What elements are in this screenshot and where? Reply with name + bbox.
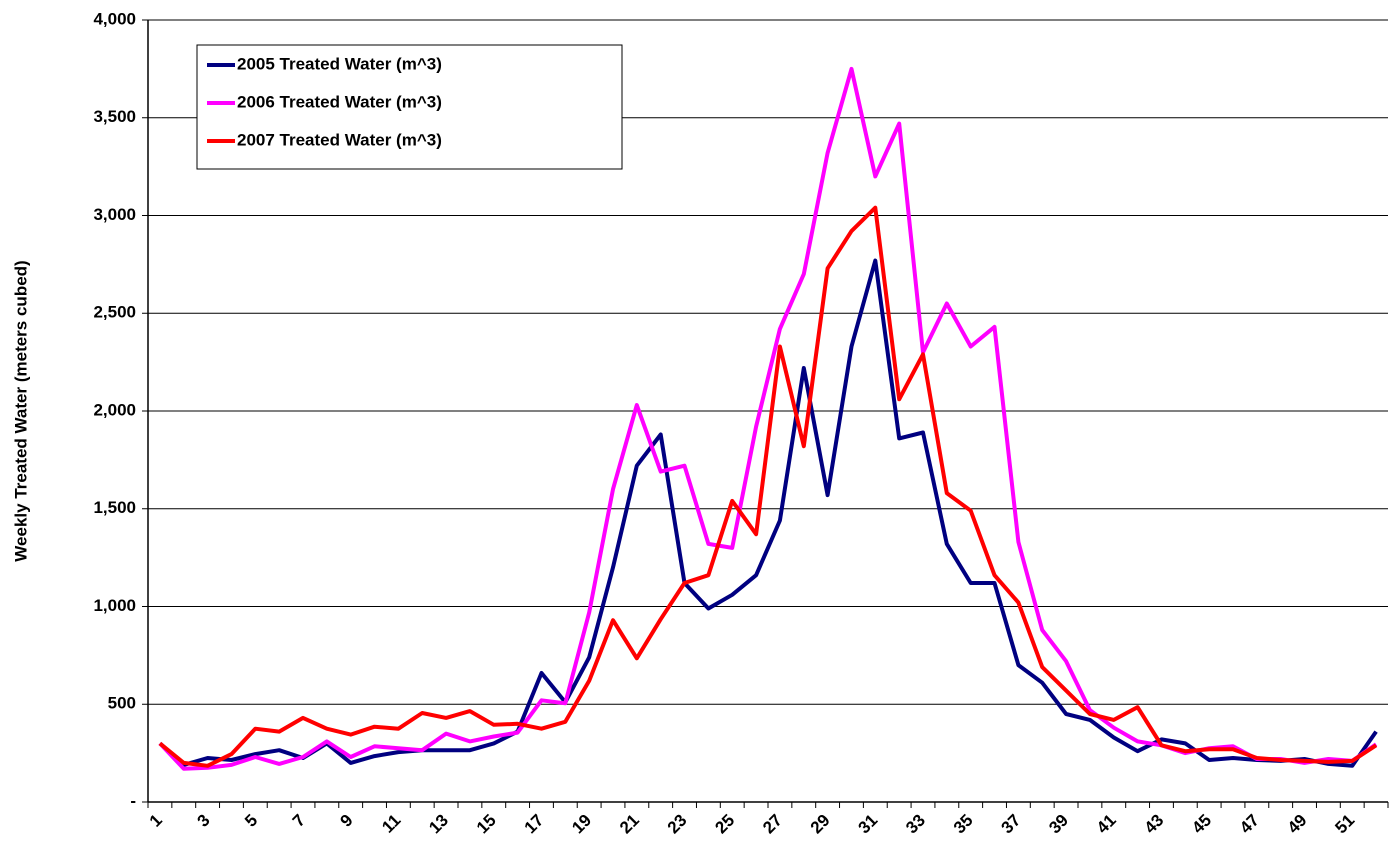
x-tick-label: 13 xyxy=(425,811,452,838)
y-tick-label: 2,500 xyxy=(93,303,136,322)
x-tick-label: 49 xyxy=(1284,811,1311,838)
x-tick-label: 5 xyxy=(241,811,261,831)
x-tick-label: 19 xyxy=(568,811,595,838)
x-tick-label: 29 xyxy=(807,811,834,838)
x-tick-label: 37 xyxy=(998,811,1025,838)
x-tick-label: 9 xyxy=(337,811,357,831)
x-tick-label: 27 xyxy=(759,811,786,838)
x-tick-label: 35 xyxy=(950,811,977,838)
x-tick-label: 41 xyxy=(1093,811,1120,838)
series-line xyxy=(158,66,1378,771)
x-tick-label: 31 xyxy=(854,811,881,838)
legend-box xyxy=(196,44,623,170)
x-tick-label: 47 xyxy=(1236,811,1263,838)
y-tick-label: 4,000 xyxy=(93,9,136,28)
x-tick-label: 17 xyxy=(521,811,548,838)
x-tick-label: 45 xyxy=(1188,811,1215,838)
y-tick-label: 1,000 xyxy=(93,596,136,615)
x-tick-label: 23 xyxy=(664,811,691,838)
x-tick-label: 39 xyxy=(1045,811,1072,838)
y-tick-label: 3,000 xyxy=(93,205,136,224)
legend-label: 2006 Treated Water (m^3) xyxy=(237,92,442,111)
x-tick-label: 1 xyxy=(146,811,166,831)
y-tick-label: 3,500 xyxy=(93,107,136,126)
x-tick-label: 7 xyxy=(289,811,309,831)
series-line xyxy=(158,205,1378,768)
y-tick-label: 1,500 xyxy=(93,498,136,517)
y-tick-label: 2,000 xyxy=(93,400,136,419)
y-tick-label: 500 xyxy=(108,694,136,713)
y-axis-title: Weekly Treated Water (meters cubed) xyxy=(11,260,30,561)
x-tick-label: 25 xyxy=(711,811,738,838)
legend-label: 2007 Treated Water (m^3) xyxy=(237,130,442,149)
y-tick-label: - xyxy=(130,791,136,810)
x-tick-label: 43 xyxy=(1141,811,1168,838)
x-tick-label: 3 xyxy=(193,811,213,831)
series-line xyxy=(158,258,1378,768)
legend-label: 2005 Treated Water (m^3) xyxy=(237,54,442,73)
x-tick-label: 33 xyxy=(902,811,929,838)
x-tick-label: 21 xyxy=(616,811,643,838)
x-tick-label: 15 xyxy=(473,811,500,838)
x-tick-label: 51 xyxy=(1331,811,1358,838)
x-tick-label: 11 xyxy=(378,811,404,837)
